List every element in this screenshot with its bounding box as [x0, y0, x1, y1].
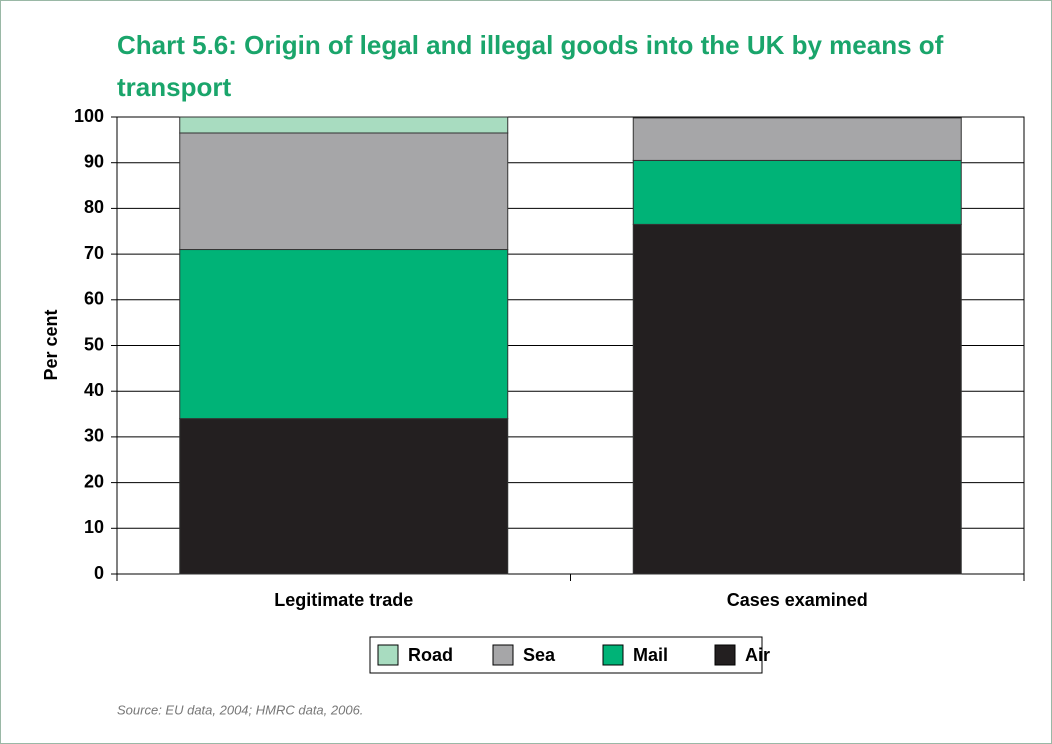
y-tick-label: 0	[94, 563, 104, 583]
source: Source: EU data, 2004; HMRC data, 2006.	[117, 702, 363, 717]
legend-swatch	[377, 644, 399, 666]
x-tick-label: Legitimate trade	[274, 590, 413, 610]
y-tick-label: 20	[84, 471, 104, 491]
bar-segment	[632, 117, 962, 161]
chart-title: Chart 5.6: Origin of legal and illegal g…	[117, 30, 944, 102]
bar-segment	[632, 223, 962, 575]
legend-swatch	[714, 644, 736, 666]
legend-label: Air	[745, 645, 770, 665]
legend-label: Road	[408, 645, 453, 665]
bar-segment	[632, 159, 962, 225]
y-tick-label: 30	[84, 426, 104, 446]
legend-swatch	[602, 644, 624, 666]
y-axis-label: Per cent	[41, 309, 61, 380]
bar-segment	[179, 418, 509, 575]
y-tick-label: 40	[84, 380, 104, 400]
legend-swatch	[492, 644, 514, 666]
y-tick-label: 10	[84, 517, 104, 537]
x-tick-label: Cases examined	[727, 590, 868, 610]
bar-segment	[179, 249, 509, 420]
y-tick-label: 70	[84, 243, 104, 263]
y-tick-label: 60	[84, 289, 104, 309]
y-tick-label: 50	[84, 334, 104, 354]
y-tick-label: 90	[84, 151, 104, 171]
bar-segment	[179, 132, 509, 251]
y-tick-label: 80	[84, 197, 104, 217]
legend-box	[369, 636, 763, 674]
bar-segment	[179, 116, 509, 134]
y-tick-label: 100	[74, 106, 104, 126]
legend-label: Mail	[633, 645, 668, 665]
legend-label: Sea	[523, 645, 556, 665]
